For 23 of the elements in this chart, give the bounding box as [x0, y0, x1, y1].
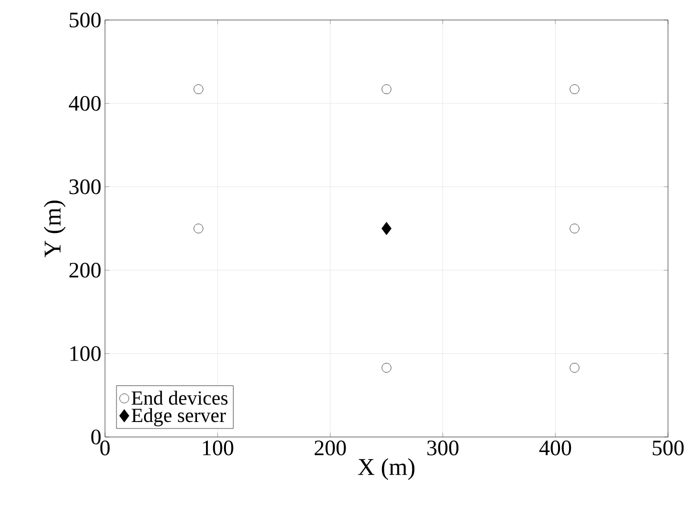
- y-tick-label: 300: [70, 179, 101, 194]
- y-tick-label: 100: [70, 346, 101, 362]
- x-tick-label: 400: [539, 440, 572, 456]
- point: [194, 224, 204, 234]
- point: [382, 222, 392, 236]
- y-tick-label: 400: [68, 96, 101, 111]
- y-tick-label: 500: [70, 12, 101, 28]
- y-axis-title: Y (m): [44, 200, 66, 258]
- y-tick-label: 200: [69, 262, 101, 278]
- x-tick-label: 200: [314, 440, 346, 456]
- legend-label: Edge server: [132, 408, 226, 426]
- x-tick-label: 500: [652, 440, 684, 456]
- legend-label: End devices: [132, 390, 228, 405]
- point: [382, 84, 392, 94]
- point: [570, 84, 580, 94]
- x-tick-label: 300: [427, 440, 458, 456]
- point: [570, 362, 580, 373]
- y-tick-label: 0: [91, 430, 101, 444]
- point: [570, 224, 580, 234]
- x-tick-label: 100: [203, 440, 234, 456]
- x-axis-title: X (m): [358, 458, 414, 480]
- point: [382, 362, 392, 373]
- point: [194, 84, 204, 94]
